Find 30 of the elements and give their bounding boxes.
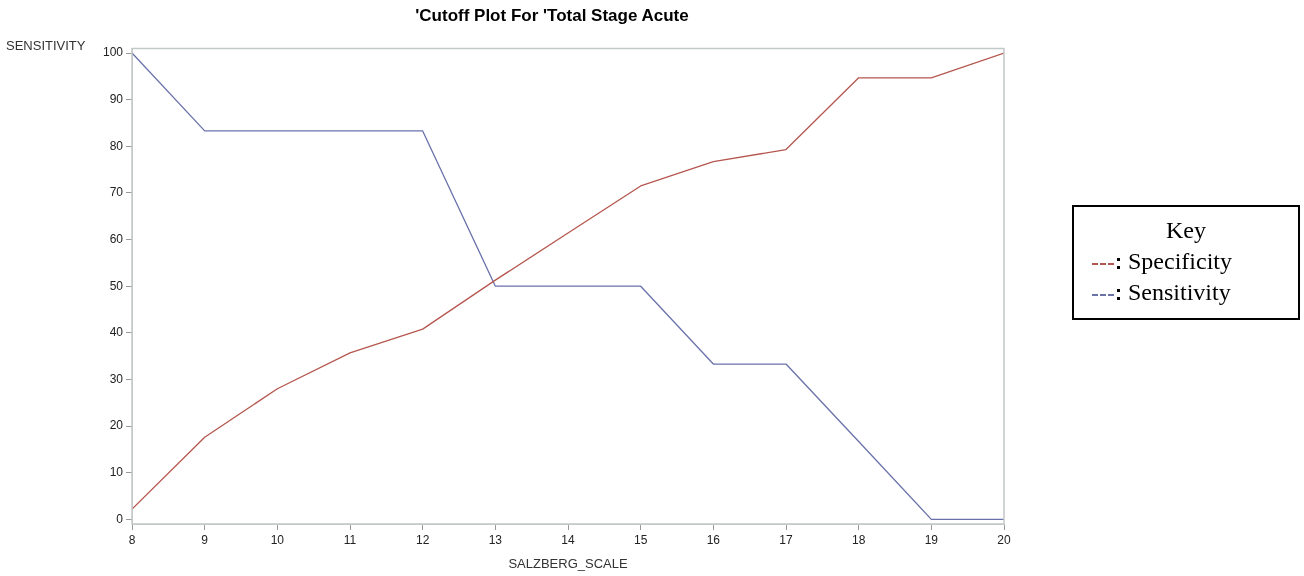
- y-axis-title: SENSITIVITY: [6, 38, 86, 53]
- x-tick-label: 17: [779, 532, 793, 547]
- x-tick-label: 12: [416, 532, 430, 547]
- text: Sensitivity: [1127, 278, 1232, 307]
- x-tick-label: 10: [270, 532, 285, 547]
- y-tick-label: 100: [102, 45, 124, 60]
- y-tick-label: 40: [109, 325, 124, 340]
- x-tick-label: 8: [128, 532, 136, 547]
- legend-title: Key: [1165, 216, 1207, 245]
- y-tick-label: 60: [109, 231, 124, 246]
- y-tick-label: 10: [109, 465, 124, 480]
- x-tick-label: 9: [201, 532, 209, 547]
- x-tick-label: 18: [851, 532, 866, 547]
- x-tick-label: 13: [488, 532, 503, 547]
- x-tick-label: 20: [997, 532, 1011, 547]
- text: Specificity: [1127, 247, 1233, 276]
- x-tick-label: 16: [706, 532, 721, 547]
- y-tick-label: 30: [109, 371, 124, 386]
- x-tick-label: 19: [924, 532, 939, 547]
- y-tick-label: 90: [109, 92, 124, 106]
- x-tick-label: 14: [561, 532, 575, 547]
- chart-title: 'Cutoff Plot For 'Total Stage Acute: [415, 5, 689, 25]
- y-tick-label: 50: [109, 278, 124, 293]
- y-tick-label: 70: [109, 185, 124, 200]
- x-tick-label: 15: [634, 532, 648, 547]
- x-tick-label: 11: [343, 532, 357, 547]
- y-tick-label: 20: [109, 418, 124, 433]
- y-tick-label: 80: [109, 138, 124, 153]
- x-axis-title: SALZBERG_SCALE: [508, 555, 628, 571]
- y-tick-label: 0: [116, 511, 124, 526]
